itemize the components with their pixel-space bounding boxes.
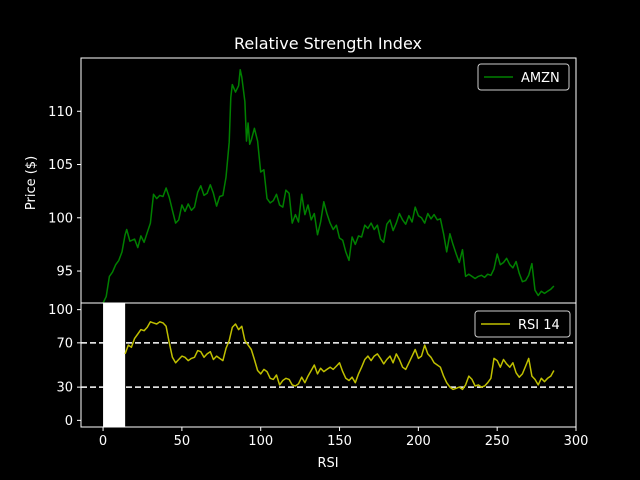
rsi-xtick-label: 0 [99,434,107,449]
rsi-legend: RSI 14 [474,310,571,338]
rsi-xtick-label: 300 [564,434,589,449]
rsi-axes-frame [80,302,577,428]
rsi-ytick-label: 30 [56,381,73,396]
rsi-xtick-label: 200 [406,434,431,449]
rsi-axis-label: RSI [317,456,338,471]
rsi-series-line [124,321,555,391]
rsi-xtick-label: 150 [327,434,352,449]
rsi-ytick-label: 70 [56,336,73,351]
rsi-xtick-label: 50 [174,434,191,449]
rsi-ytick-label: 0 [65,414,73,429]
price-legend: AMZN [477,63,570,91]
rsi-shaded-span [103,303,126,427]
price-legend-box [477,63,570,91]
price-ytick-label: 110 [48,105,73,120]
price-axis-label: Price ($) [24,156,39,210]
price-ytick-label: 100 [48,211,73,226]
rsi-ytick-label: 100 [48,303,73,318]
price-series-line [102,68,555,304]
price-ytick-label: 95 [56,265,73,280]
rsi-panel: 0 30 70 100 0 50 100 150 200 250 300 [48,302,589,449]
rsi-legend-label: RSI 14 [518,318,560,333]
rsi-xtick-label: 250 [485,434,510,449]
chart-title: Relative Strength Index [234,34,422,53]
amzn-legend-label: AMZN [521,71,560,86]
rsi-xtick-label: 100 [248,434,273,449]
rsi-legend-box [474,310,571,338]
price-ytick-label: 105 [48,158,73,173]
